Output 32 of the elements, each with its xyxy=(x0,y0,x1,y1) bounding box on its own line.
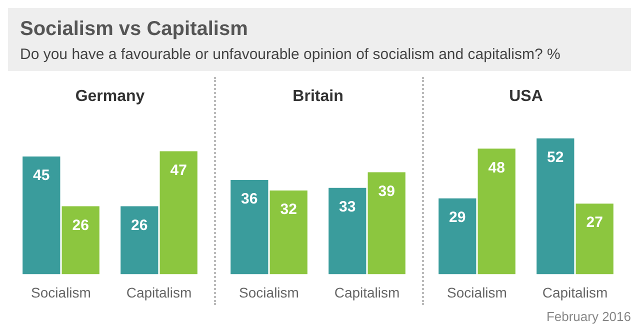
data-label: 48 xyxy=(488,159,505,176)
bar xyxy=(478,148,516,274)
data-label: 39 xyxy=(378,182,395,200)
data-label: 33 xyxy=(339,198,356,216)
bar xyxy=(328,188,366,274)
data-label: 45 xyxy=(33,167,50,184)
x-tick-label: Capitalism xyxy=(542,284,608,300)
x-tick-label: Socialism xyxy=(239,284,299,300)
chart-title: USA xyxy=(509,88,544,106)
bar xyxy=(230,180,268,274)
bar xyxy=(576,204,614,274)
bar xyxy=(270,190,308,274)
bar xyxy=(368,172,406,274)
bar xyxy=(536,138,574,274)
data-label: 29 xyxy=(449,208,466,226)
x-tick-label: Socialism xyxy=(31,284,91,300)
data-label: 27 xyxy=(586,214,603,232)
x-tick-label: Capitalism xyxy=(126,284,192,300)
x-tick-label: Capitalism xyxy=(334,284,400,300)
data-label: 26 xyxy=(131,216,148,234)
bar xyxy=(438,198,476,274)
data-label: 47 xyxy=(170,162,187,179)
data-label: 52 xyxy=(547,148,564,166)
text: February 2016 xyxy=(546,309,631,324)
chart-title: Britain xyxy=(292,88,344,106)
data-label: 26 xyxy=(72,216,89,234)
x-tick-label: Socialism xyxy=(447,284,507,300)
data-label: 36 xyxy=(241,190,258,208)
text: Socialism vs Capitalism xyxy=(20,18,249,41)
text: Do you have a favourable or unfavourable opinion of socialism and capitalism? % xyxy=(20,46,562,63)
chart-title: Germany xyxy=(75,88,145,106)
data-label: 32 xyxy=(280,201,297,218)
